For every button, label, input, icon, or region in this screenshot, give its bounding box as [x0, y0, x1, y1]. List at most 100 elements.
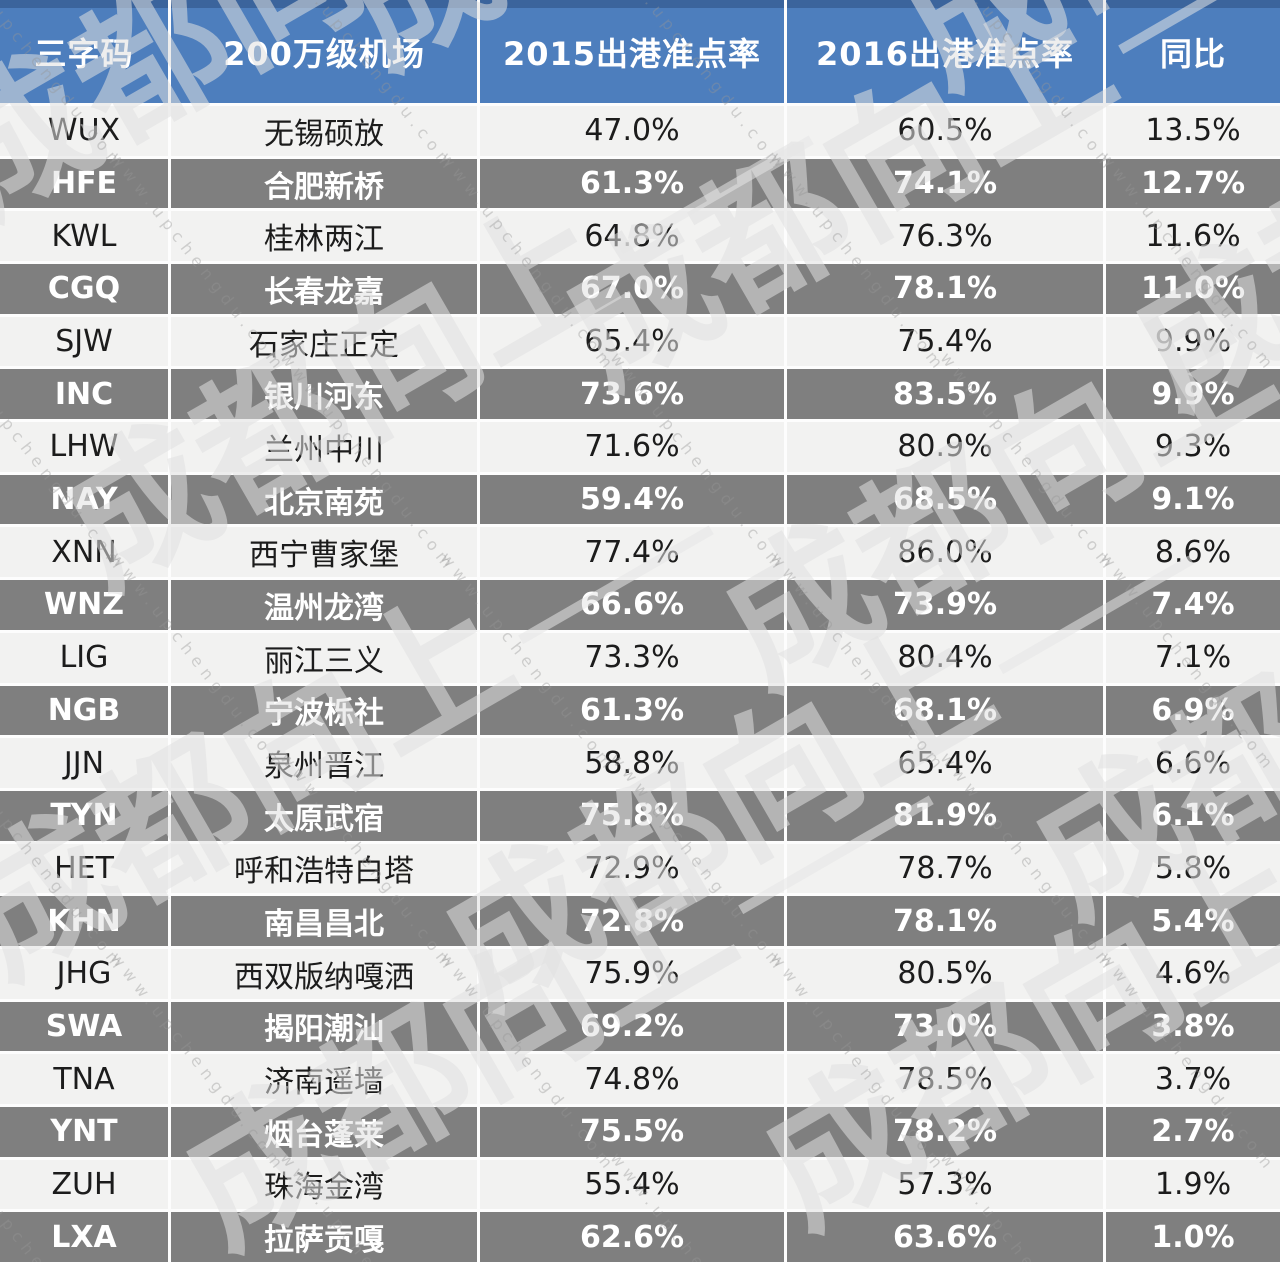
yoy-cell: 3.7%: [1106, 1054, 1280, 1104]
yoy-cell: 11.6%: [1106, 211, 1280, 262]
rate-2015-cell: 67.0%: [480, 264, 784, 314]
airport-name-cell: 银川河东: [171, 369, 477, 420]
rate-2016-cell: 74.1%: [787, 158, 1103, 209]
airport-code-cell: JJN: [0, 738, 168, 788]
yoy-cell: 11.0%: [1106, 264, 1280, 314]
yoy-cell: 2.7%: [1106, 1106, 1280, 1157]
airport-code-cell: LHW: [0, 422, 168, 472]
airport-code-cell: SJW: [0, 316, 168, 367]
airport-name-cell: 合肥新桥: [171, 158, 477, 209]
airport-code-cell: ZUH: [0, 1159, 168, 1210]
rate-2016-cell: 78.1%: [787, 896, 1103, 946]
rate-2016-cell: 68.1%: [787, 685, 1103, 736]
airport-name-cell: 北京南苑: [171, 474, 477, 525]
rate-2015-cell: 61.3%: [480, 158, 784, 209]
yoy-cell: 9.3%: [1106, 422, 1280, 472]
column-header-rate-2016: 2016出港准点率: [787, 0, 1103, 103]
yoy-cell: 5.4%: [1106, 896, 1280, 946]
airport-name-cell: 无锡硕放: [171, 106, 477, 156]
rate-2015-cell: 72.8%: [480, 896, 784, 946]
airport-name-cell: 西宁曹家堡: [171, 527, 477, 578]
rate-2015-cell: 61.3%: [480, 685, 784, 736]
rate-2016-cell: 57.3%: [787, 1159, 1103, 1210]
rate-2016-cell: 83.5%: [787, 369, 1103, 420]
yoy-cell: 12.7%: [1106, 158, 1280, 209]
airport-code-cell: SWA: [0, 1001, 168, 1052]
airport-code-cell: XNN: [0, 527, 168, 578]
yoy-cell: 6.9%: [1106, 685, 1280, 736]
rate-2015-cell: 73.3%: [480, 632, 784, 683]
yoy-cell: 9.9%: [1106, 316, 1280, 367]
rate-2016-cell: 76.3%: [787, 211, 1103, 262]
rate-2016-cell: 63.6%: [787, 1212, 1103, 1262]
rate-2015-cell: 62.6%: [480, 1212, 784, 1262]
airport-code-cell: KHN: [0, 896, 168, 946]
airport-code-cell: LXA: [0, 1212, 168, 1262]
airport-name-cell: 兰州中川: [171, 422, 477, 472]
airport-code-cell: KWL: [0, 211, 168, 262]
rate-2015-cell: 66.6%: [480, 580, 784, 630]
yoy-cell: 9.9%: [1106, 369, 1280, 420]
airport-name-cell: 拉萨贡嘎: [171, 1212, 477, 1262]
rate-2016-cell: 68.5%: [787, 474, 1103, 525]
airport-name-cell: 宁波栎社: [171, 685, 477, 736]
airport-name-cell: 济南遥墙: [171, 1054, 477, 1104]
yoy-cell: 13.5%: [1106, 106, 1280, 156]
rate-2015-cell: 47.0%: [480, 106, 784, 156]
rate-2015-cell: 64.8%: [480, 211, 784, 262]
yoy-cell: 5.8%: [1106, 843, 1280, 894]
rate-2016-cell: 81.9%: [787, 790, 1103, 841]
rate-2016-cell: 78.5%: [787, 1054, 1103, 1104]
airport-code-cell: YNT: [0, 1106, 168, 1157]
airport-name-cell: 南昌昌北: [171, 896, 477, 946]
yoy-cell: 7.1%: [1106, 632, 1280, 683]
airport-name-cell: 太原武宿: [171, 790, 477, 841]
rate-2015-cell: 65.4%: [480, 316, 784, 367]
airport-name-cell: 石家庄正定: [171, 316, 477, 367]
rate-2016-cell: 78.2%: [787, 1106, 1103, 1157]
rate-2015-cell: 55.4%: [480, 1159, 784, 1210]
rate-2016-cell: 73.9%: [787, 580, 1103, 630]
airport-name-cell: 珠海金湾: [171, 1159, 477, 1210]
yoy-cell: 1.9%: [1106, 1159, 1280, 1210]
rate-2016-cell: 75.4%: [787, 316, 1103, 367]
yoy-cell: 6.6%: [1106, 738, 1280, 788]
rate-2015-cell: 77.4%: [480, 527, 784, 578]
rate-2016-cell: 65.4%: [787, 738, 1103, 788]
rate-2016-cell: 86.0%: [787, 527, 1103, 578]
airport-code-cell: WNZ: [0, 580, 168, 630]
rate-2016-cell: 80.4%: [787, 632, 1103, 683]
rate-2016-cell: 73.0%: [787, 1001, 1103, 1052]
airport-code-cell: LIG: [0, 632, 168, 683]
airport-code-cell: TNA: [0, 1054, 168, 1104]
rate-2015-cell: 75.8%: [480, 790, 784, 841]
airport-code-cell: CGQ: [0, 264, 168, 314]
yoy-cell: 4.6%: [1106, 948, 1280, 999]
airport-name-cell: 长春龙嘉: [171, 264, 477, 314]
rate-2015-cell: 71.6%: [480, 422, 784, 472]
airport-code-cell: HFE: [0, 158, 168, 209]
rate-2016-cell: 78.7%: [787, 843, 1103, 894]
yoy-cell: 9.1%: [1106, 474, 1280, 525]
yoy-cell: 7.4%: [1106, 580, 1280, 630]
rate-2016-cell: 80.9%: [787, 422, 1103, 472]
airport-code-cell: WUX: [0, 106, 168, 156]
rate-2016-cell: 60.5%: [787, 106, 1103, 156]
column-header-yoy: 同比: [1106, 0, 1280, 103]
rate-2016-cell: 78.1%: [787, 264, 1103, 314]
airport-code-cell: NGB: [0, 685, 168, 736]
rate-2015-cell: 58.8%: [480, 738, 784, 788]
yoy-cell: 3.8%: [1106, 1001, 1280, 1052]
airport-name-cell: 桂林两江: [171, 211, 477, 262]
rate-2015-cell: 75.9%: [480, 948, 784, 999]
rate-2015-cell: 75.5%: [480, 1106, 784, 1157]
column-header-airport: 200万级机场: [171, 0, 477, 103]
column-header-rate-2015: 2015出港准点率: [480, 0, 784, 103]
airport-code-cell: INC: [0, 369, 168, 420]
rate-2015-cell: 73.6%: [480, 369, 784, 420]
airport-name-cell: 西双版纳嘎洒: [171, 948, 477, 999]
yoy-cell: 1.0%: [1106, 1212, 1280, 1262]
airport-name-cell: 烟台蓬莱: [171, 1106, 477, 1157]
yoy-cell: 6.1%: [1106, 790, 1280, 841]
